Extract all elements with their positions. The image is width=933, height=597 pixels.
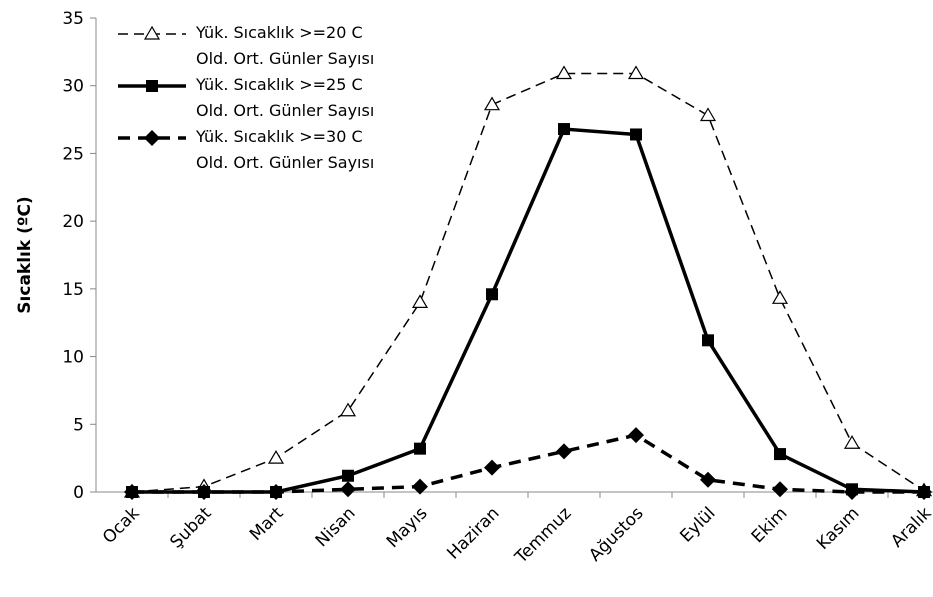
- point-marker: [555, 65, 573, 80]
- x-tick-label: Temmuz: [511, 503, 576, 568]
- point-marker: [268, 484, 284, 500]
- point-marker: [627, 65, 645, 80]
- y-tick-label: 25: [62, 144, 84, 164]
- series-line: [132, 127, 925, 494]
- legend-label: Yük. Sıcaklık >=30 C Old. Ort. Günler Sa…: [196, 127, 375, 172]
- point-marker: [412, 478, 428, 495]
- x-tick-label: Kasım: [813, 503, 864, 554]
- legend-label: Yük. Sıcaklık >=20 C Old. Ort. Günler Sa…: [196, 23, 375, 68]
- point-marker: [556, 443, 572, 460]
- x-tick-label: Şubat: [166, 503, 215, 552]
- point-marker: [339, 402, 357, 417]
- legend-marker: [143, 25, 161, 40]
- y-axis-label: Sıcaklık (ºC): [15, 196, 35, 313]
- y-tick-label: 0: [73, 483, 84, 503]
- point-marker: [772, 481, 788, 498]
- legend-marker: [144, 130, 160, 146]
- point-marker: [774, 448, 786, 461]
- x-tick-label: Ekim: [748, 503, 792, 547]
- legend-label: Yük. Sıcaklık >=25 C Old. Ort. Günler Sa…: [196, 75, 375, 120]
- point-marker: [267, 449, 285, 464]
- legend-marker: [146, 80, 158, 92]
- point-marker: [484, 459, 500, 476]
- point-marker: [628, 427, 644, 444]
- x-tick-label: Ağustos: [585, 503, 647, 565]
- point-marker: [700, 471, 716, 488]
- point-marker: [771, 290, 789, 304]
- point-marker: [844, 484, 860, 500]
- point-marker: [558, 123, 570, 136]
- point-marker: [916, 484, 932, 500]
- x-tick-label: Mart: [246, 503, 288, 545]
- point-marker: [702, 334, 714, 347]
- point-marker: [340, 481, 356, 498]
- series-line: [132, 433, 924, 494]
- x-tick-label: Mayıs: [383, 503, 432, 552]
- point-marker: [124, 484, 140, 500]
- y-tick-label: 15: [62, 280, 84, 300]
- point-marker: [483, 96, 501, 111]
- point-marker: [411, 294, 429, 308]
- y-tick-label: 10: [62, 348, 84, 368]
- x-tick-label: Eylül: [676, 503, 719, 546]
- y-tick-label: 20: [62, 212, 84, 232]
- point-marker: [843, 435, 861, 449]
- point-marker: [342, 469, 354, 482]
- x-tick-label: Haziran: [443, 503, 503, 563]
- point-marker: [630, 128, 642, 141]
- point-marker: [486, 288, 498, 301]
- x-tick-label: Aralık: [887, 503, 933, 551]
- series-line: [131, 72, 925, 493]
- point-marker: [699, 107, 717, 122]
- y-tick-label: 35: [62, 9, 84, 29]
- y-tick-label: 5: [73, 415, 84, 435]
- point-marker: [196, 484, 212, 500]
- y-tick-label: 30: [62, 77, 84, 97]
- x-tick-label: Nisan: [312, 503, 360, 551]
- x-tick-label: Ocak: [99, 503, 144, 548]
- point-marker: [414, 442, 426, 455]
